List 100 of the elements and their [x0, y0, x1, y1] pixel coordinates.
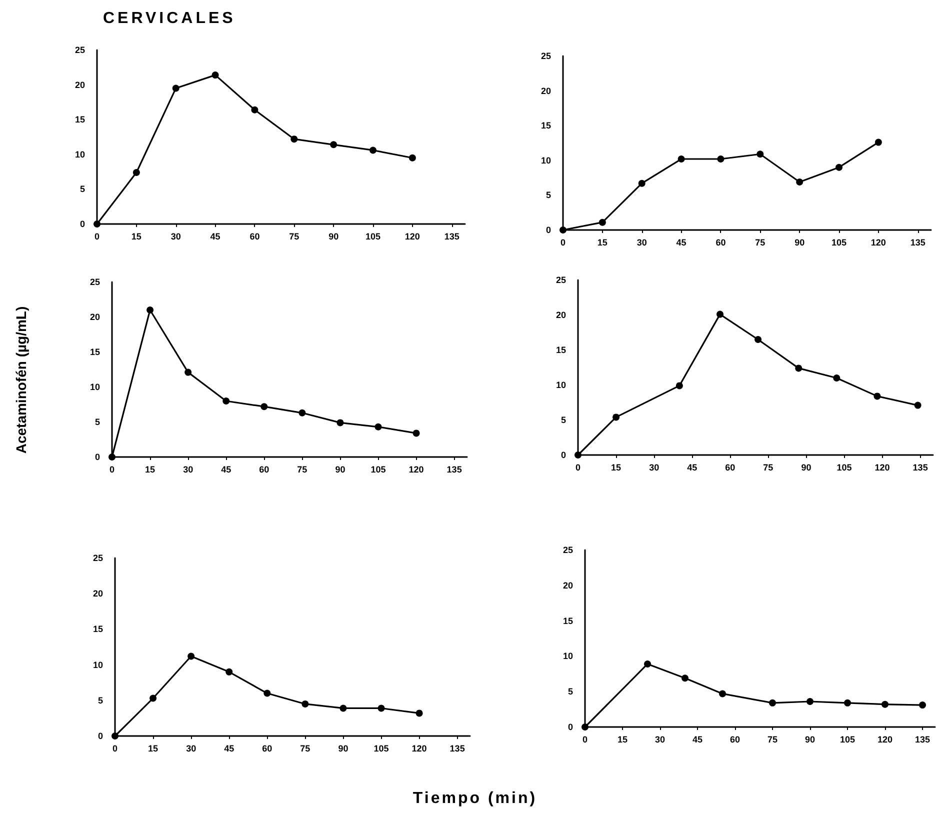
y-tick-label: 0 — [560, 450, 566, 460]
point — [574, 452, 582, 458]
y-tick-label: 5 — [560, 415, 566, 425]
x-tick-label: 60 — [250, 232, 260, 242]
point — [682, 674, 688, 682]
point — [560, 226, 566, 234]
y-tick-label: 15 — [74, 114, 85, 125]
x-tick-label: 0 — [582, 734, 588, 744]
y-tick-label: 20 — [556, 310, 566, 320]
point — [251, 106, 258, 114]
x-tick-label: 0 — [112, 744, 118, 754]
y-tick-label: 20 — [90, 312, 100, 322]
x-tick-label: 15 — [617, 734, 628, 744]
x-tick-label: 120 — [412, 744, 427, 754]
x-tick-label: 90 — [338, 744, 348, 754]
point — [212, 72, 219, 79]
point — [290, 136, 298, 143]
point — [222, 398, 230, 404]
x-tick-label: 135 — [912, 462, 928, 472]
point — [146, 306, 154, 314]
y-tick-label: 0 — [568, 722, 573, 732]
point — [416, 710, 423, 717]
x-tick-label: 120 — [877, 734, 893, 744]
point — [408, 154, 416, 162]
point — [844, 699, 851, 706]
x-tick-label: 30 — [654, 734, 666, 744]
x-axis-title: Tiempo (min) — [412, 790, 538, 808]
y-tick-label: 0 — [80, 219, 85, 229]
point — [582, 724, 588, 730]
point — [330, 141, 338, 148]
x-tick-label: 90 — [804, 734, 816, 744]
x-tick-label: 0 — [109, 464, 115, 474]
point — [370, 146, 376, 154]
x-tick-label: 135 — [450, 744, 465, 754]
point — [756, 150, 764, 158]
y-tick-label: 10 — [90, 382, 100, 392]
y-tick-label: 20 — [92, 588, 103, 599]
y-tick-label: 5 — [80, 184, 85, 194]
x-tick-label: 75 — [289, 232, 300, 242]
x-tick-label: 75 — [755, 238, 766, 248]
point — [132, 169, 140, 176]
x-tick-label: 90 — [328, 232, 339, 242]
y-tick-label: 5 — [568, 686, 573, 697]
point — [678, 156, 685, 163]
y-tick-label: 10 — [540, 155, 551, 166]
y-tick-label: 25 — [562, 545, 573, 555]
point — [874, 392, 881, 400]
y-tick-label: 0 — [94, 452, 100, 462]
point — [150, 694, 157, 702]
y-tick-label: 20 — [540, 86, 551, 96]
y-tick-label: 15 — [556, 345, 566, 355]
y-tick-label: 5 — [94, 417, 100, 427]
x-tick-label: 105 — [370, 464, 386, 474]
x-tick-label: 45 — [687, 462, 698, 472]
y-tick-label: 25 — [92, 553, 103, 563]
point — [874, 138, 882, 146]
x-tick-label: 30 — [649, 462, 660, 472]
x-tick-label: 90 — [794, 238, 805, 248]
point — [412, 430, 420, 437]
x-tick-label: 45 — [210, 232, 220, 242]
x-tick-label: 75 — [763, 462, 774, 472]
x-tick-label: 90 — [801, 462, 812, 472]
point — [795, 364, 802, 372]
point — [184, 368, 192, 376]
y-tick-label: 25 — [90, 277, 100, 287]
y-tick-label: 10 — [74, 149, 85, 160]
x-tick-label: 45 — [676, 238, 686, 248]
x-tick-label: 15 — [597, 238, 608, 248]
point — [882, 700, 888, 708]
x-tick-label: 120 — [874, 462, 890, 472]
point — [298, 409, 306, 416]
x-tick-label: 120 — [870, 238, 886, 248]
x-tick-label: 105 — [836, 462, 852, 472]
x-tick-label: 15 — [145, 464, 156, 474]
point — [374, 423, 382, 430]
point — [264, 690, 271, 697]
x-tick-label: 60 — [262, 744, 272, 754]
x-tick-label: 15 — [148, 744, 158, 754]
x-tick-label: 60 — [716, 238, 726, 248]
point — [302, 700, 309, 708]
y-tick-label: 20 — [562, 580, 573, 590]
point — [716, 310, 724, 318]
x-tick-label: 75 — [300, 744, 310, 754]
point — [796, 178, 804, 186]
y-tick-label: 10 — [556, 380, 566, 390]
point — [754, 336, 762, 343]
y-tick-label: 20 — [74, 80, 85, 90]
y-tick-label: 15 — [540, 120, 551, 131]
x-tick-label: 90 — [335, 464, 346, 474]
x-tick-label: 45 — [692, 734, 703, 744]
x-tick-label: 45 — [221, 464, 232, 474]
x-tick-label: 75 — [297, 464, 308, 474]
y-tick-label: 15 — [92, 624, 103, 634]
x-tick-label: 135 — [910, 238, 926, 248]
x-tick-label: 15 — [611, 462, 622, 472]
x-tick-label: 135 — [446, 464, 462, 474]
point — [108, 454, 116, 460]
x-tick-label: 135 — [914, 734, 930, 744]
point — [769, 699, 776, 706]
x-tick-label: 105 — [840, 734, 856, 744]
